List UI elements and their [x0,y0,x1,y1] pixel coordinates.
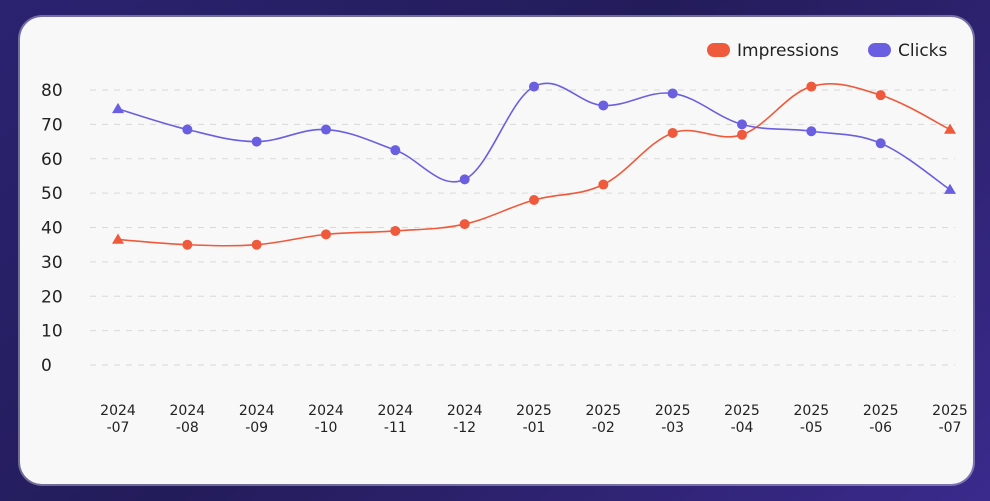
x-tick-label: 2024 [378,403,414,419]
impressions-point [321,229,331,240]
x-tick-label: 2025 [586,403,622,419]
x-tick-label: -09 [245,420,268,436]
clicks-point [806,126,817,137]
clicks-point [737,119,747,130]
x-tick-label: -07 [939,420,962,436]
impressions-line [117,83,951,247]
x-tick-label: -04 [731,420,754,436]
legend-swatch-impressions [707,43,730,57]
impressions-point [944,123,956,134]
clicks-point [182,124,193,135]
impressions-point [806,81,817,92]
x-tick-label: -06 [869,420,892,436]
clicks-line [117,82,951,191]
clicks-point [944,183,956,194]
x-tick-label: 2024 [308,403,344,419]
x-tick-label: -11 [384,420,407,436]
legend-label-clicks: Clicks [898,41,948,61]
y-tick-label: 60 [41,150,63,170]
impressions-point [112,233,124,244]
x-tick-label: 2024 [100,403,136,419]
x-tick-label: 2025 [724,403,760,419]
x-tick-label: -10 [315,420,338,436]
x-tick-label: -01 [523,420,546,436]
y-tick-label: 20 [41,287,63,307]
chart-card: 0 10 20 30 40 50 60 70 80 2024 -07 2024 -08 2024 -09 20… [20,17,973,484]
x-tick-label: 2025 [794,403,830,419]
impressions-point [737,129,747,140]
clicks-point [459,174,470,185]
impressions-point [667,127,678,138]
x-tick-label: 2024 [170,403,206,419]
impressions-point [529,195,539,205]
impressions-point [182,239,193,250]
legend-label-impressions: Impressions [737,41,839,61]
x-tick-label: 2025 [863,403,899,419]
clicks-point [321,124,331,135]
clicks-point [112,102,124,114]
x-tick-label: 2025 [932,403,968,419]
y-tick-label: 80 [41,81,63,101]
x-tick-label: -08 [176,420,199,436]
clicks-point [390,145,401,156]
x-tick-label: -02 [592,420,615,436]
clicks-point [251,136,262,147]
legend-swatch-clicks [868,43,891,57]
clicks-point [667,88,678,99]
x-tick-label: 2024 [447,403,483,419]
impressions-point [598,179,609,190]
x-tick-label: -03 [661,420,684,436]
y-tick-label: 10 [41,322,63,342]
clicks-point [598,100,609,111]
impressions-point [875,90,886,101]
impressions-point [459,219,470,230]
line-chart: 010203040506070802024-072024-082024-0920… [41,41,968,436]
impressions-point [251,239,262,250]
y-tick-label: 70 [41,115,63,135]
x-tick-label: 2025 [516,403,552,419]
x-tick-label: -07 [107,420,130,436]
y-tick-label: 30 [41,253,63,273]
y-tick-label: 50 [41,184,63,204]
y-tick-label: 0 [41,356,52,376]
x-tick-label: 2025 [655,403,691,419]
x-tick-label: -05 [800,420,823,436]
impressions-point [390,225,401,236]
y-tick-label: 40 [41,219,63,239]
clicks-point [875,138,886,149]
clicks-point [529,81,539,92]
x-tick-label: -12 [453,420,476,436]
x-tick-label: 2024 [239,403,275,419]
